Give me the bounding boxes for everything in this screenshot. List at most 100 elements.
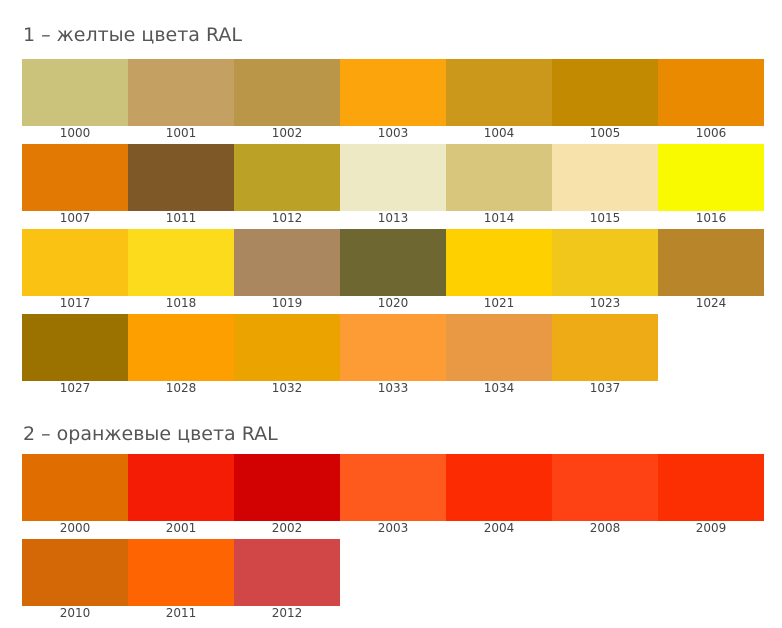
color-swatch-1002: 1002	[234, 59, 340, 140]
color-code-label: 1000	[59, 126, 91, 140]
color-chip	[552, 229, 658, 296]
color-code-label: 1019	[271, 296, 303, 310]
color-code-label: 1005	[589, 126, 621, 140]
color-code-label: 1021	[483, 296, 515, 310]
color-swatch-1024: 1024	[658, 229, 764, 310]
color-swatch-2003: 2003	[340, 454, 446, 535]
color-swatch-1000: 1000	[22, 59, 128, 140]
color-code-label: 2001	[165, 521, 197, 535]
color-swatch-2000: 2000	[22, 454, 128, 535]
color-swatch-1015: 1015	[552, 144, 658, 225]
color-code-label: 1020	[377, 296, 409, 310]
color-chip	[234, 539, 340, 606]
color-code-label: 1004	[483, 126, 515, 140]
color-code-label: 2012	[271, 606, 303, 620]
color-swatch-1001: 1001	[128, 59, 234, 140]
color-chip	[340, 454, 446, 521]
color-swatch-1021: 1021	[446, 229, 552, 310]
color-swatch-2008: 2008	[552, 454, 658, 535]
color-swatch-2004: 2004	[446, 454, 552, 535]
color-chip	[552, 144, 658, 211]
color-swatch-1013: 1013	[340, 144, 446, 225]
color-code-label: 1024	[695, 296, 727, 310]
color-code-label: 1016	[695, 211, 727, 225]
color-swatch-1019: 1019	[234, 229, 340, 310]
color-chip	[22, 539, 128, 606]
color-chip	[446, 229, 552, 296]
color-chip	[22, 229, 128, 296]
color-code-label: 2008	[589, 521, 621, 535]
color-swatch-1016: 1016	[658, 144, 764, 225]
color-swatch-1017: 1017	[22, 229, 128, 310]
color-swatch-2011: 2011	[128, 539, 234, 620]
color-chip	[22, 144, 128, 211]
color-chip	[446, 454, 552, 521]
color-code-label: 2010	[59, 606, 91, 620]
color-chip	[234, 229, 340, 296]
color-code-label: 2002	[271, 521, 303, 535]
section-title-orange: 2 – оранжевые цвета RAL	[23, 423, 278, 445]
color-chip	[22, 454, 128, 521]
color-swatch-1027: 1027	[22, 314, 128, 395]
color-code-label: 1013	[377, 211, 409, 225]
color-code-label: 2004	[483, 521, 515, 535]
color-swatch-1012: 1012	[234, 144, 340, 225]
color-swatch-2012: 2012	[234, 539, 340, 620]
color-code-label: 1001	[165, 126, 197, 140]
color-code-label: 1015	[589, 211, 621, 225]
color-swatch-1032: 1032	[234, 314, 340, 395]
color-chip	[128, 454, 234, 521]
color-code-label: 2011	[165, 606, 197, 620]
color-chip	[552, 454, 658, 521]
color-swatch-1003: 1003	[340, 59, 446, 140]
color-code-label: 1037	[589, 381, 621, 395]
color-code-label: 1007	[59, 211, 91, 225]
color-chip	[128, 59, 234, 126]
color-chip	[446, 314, 552, 381]
color-chip	[22, 314, 128, 381]
color-chip	[340, 59, 446, 126]
color-swatch-2001: 2001	[128, 454, 234, 535]
color-chip	[658, 59, 764, 126]
color-chip	[658, 229, 764, 296]
section-title-yellow: 1 – желтые цвета RAL	[23, 24, 243, 46]
color-chip	[658, 454, 764, 521]
color-chip	[128, 229, 234, 296]
color-swatch-1007: 1007	[22, 144, 128, 225]
color-chip	[128, 314, 234, 381]
color-chip	[340, 144, 446, 211]
color-chip	[234, 144, 340, 211]
color-swatch-2010: 2010	[22, 539, 128, 620]
color-code-label: 1011	[165, 211, 197, 225]
color-code-label: 1028	[165, 381, 197, 395]
color-swatch-1033: 1033	[340, 314, 446, 395]
color-code-label: 2000	[59, 521, 91, 535]
color-swatch-1014: 1014	[446, 144, 552, 225]
color-code-label: 2003	[377, 521, 409, 535]
color-swatch-1020: 1020	[340, 229, 446, 310]
color-swatch-1023: 1023	[552, 229, 658, 310]
color-chip	[128, 144, 234, 211]
color-chip	[446, 144, 552, 211]
color-chip	[658, 144, 764, 211]
color-code-label: 1023	[589, 296, 621, 310]
color-code-label: 1003	[377, 126, 409, 140]
color-swatch-1005: 1005	[552, 59, 658, 140]
color-swatch-1006: 1006	[658, 59, 764, 140]
color-chip	[128, 539, 234, 606]
color-swatch-1028: 1028	[128, 314, 234, 395]
color-swatch-1034: 1034	[446, 314, 552, 395]
color-chip	[340, 314, 446, 381]
color-chip	[22, 59, 128, 126]
color-chip	[552, 59, 658, 126]
color-swatch-2009: 2009	[658, 454, 764, 535]
color-code-label: 1032	[271, 381, 303, 395]
color-code-label: 1002	[271, 126, 303, 140]
color-chip	[446, 59, 552, 126]
color-swatch-1011: 1011	[128, 144, 234, 225]
color-swatch-1004: 1004	[446, 59, 552, 140]
color-swatch-1037: 1037	[552, 314, 658, 395]
color-code-label: 1033	[377, 381, 409, 395]
color-chip	[234, 454, 340, 521]
color-swatch-1018: 1018	[128, 229, 234, 310]
